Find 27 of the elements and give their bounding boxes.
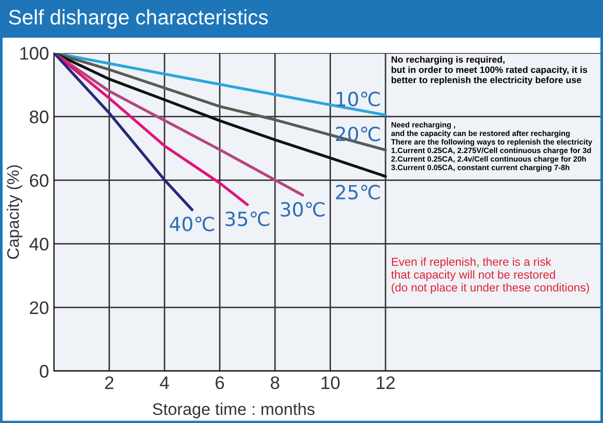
- line-series: [54, 53, 304, 197]
- series-label: 10℃: [336, 92, 380, 106]
- series-label: 40℃: [170, 216, 214, 232]
- series-label: 35℃: [226, 212, 270, 226]
- y-tick-label: 100: [20, 46, 48, 60]
- line-series: [54, 53, 387, 178]
- x-tick-label: 10: [322, 376, 340, 390]
- x-tick-label: 12: [376, 376, 395, 389]
- chart-title: Self disharge characteristics: [8, 9, 268, 29]
- x-tick-label: 4: [160, 376, 169, 389]
- series-label: 20℃: [336, 126, 380, 142]
- y-tick-label: 20: [30, 301, 48, 314]
- annotation: No recharging is required, but in order to meet 100% rated capacity, it is better to replenish the electricity before use: [392, 56, 588, 85]
- x-tick-label: 6: [216, 376, 224, 390]
- y-tick-label: 80: [30, 110, 48, 124]
- y-tick-label: 0: [40, 364, 48, 378]
- x-tick-label: 8: [270, 376, 280, 390]
- line-series: [54, 53, 249, 206]
- series-label: 30℃: [280, 202, 325, 217]
- x-axis-title: Storage time : months: [152, 402, 314, 418]
- y-axis-title: Capacity (%): [6, 165, 22, 259]
- y-tick-label: 60: [30, 174, 48, 187]
- annotation: Even if replenish, there is a risk that capacity will not be restored (do not place it under these conditions): [391, 257, 589, 294]
- series-label: 25℃: [336, 184, 380, 200]
- y-tick-label: 40: [29, 238, 48, 251]
- x-tick-label: 2: [105, 376, 114, 389]
- line-series: [54, 53, 194, 212]
